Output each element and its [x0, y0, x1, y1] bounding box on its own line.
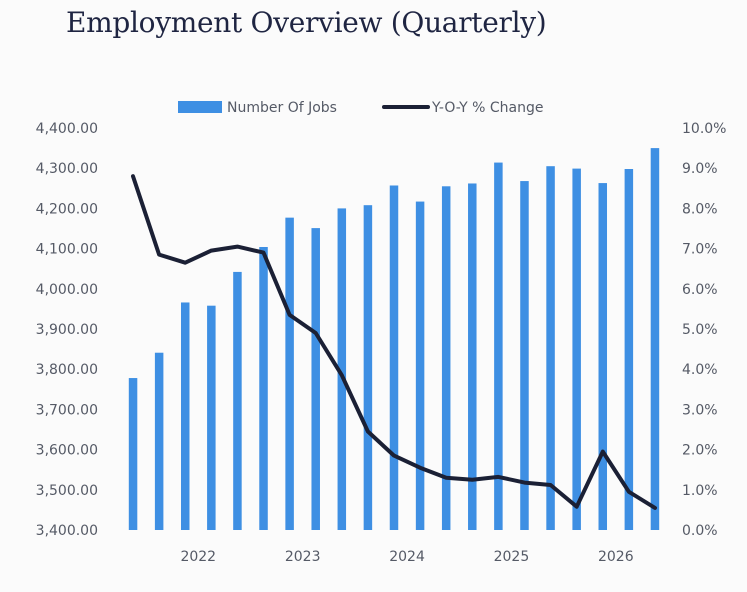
left-axis-tick-label: 3,800.00: [36, 362, 98, 378]
left-axis: 3,400.00 3,500.00 3,600.00 3,700.00 3,800.00…: [36, 121, 98, 539]
x-axis-tick-label: 2024: [389, 549, 425, 565]
line-series-yoy-change: [131, 174, 657, 510]
left-axis-tick-label: 4,300.00: [36, 161, 98, 177]
x-axis-tick-label: 2025: [494, 549, 530, 565]
x-axis-tick-label: 2023: [285, 549, 321, 565]
left-axis-tick-label: 4,100.00: [36, 242, 98, 258]
left-axis-tick-label: 4,400.00: [36, 121, 98, 137]
legend-label-yoy-change: Y-O-Y % Change: [431, 100, 544, 116]
right-axis-tick-label: 3.0%: [682, 402, 718, 418]
left-axis-tick-label: 3,600.00: [36, 443, 98, 459]
x-axis-tick-label: 2022: [180, 549, 216, 565]
bar-jobs: [494, 162, 503, 530]
bar-jobs: [415, 201, 425, 531]
bar-jobs: [259, 246, 268, 530]
right-axis-tick-label: 0.0%: [682, 523, 718, 539]
right-axis-tick-label: 4.0%: [682, 362, 718, 378]
right-axis-tick-label: 6.0%: [682, 282, 718, 298]
x-axis: 2022 2023 2024 2025 2026: [180, 549, 633, 565]
bar-jobs: [363, 205, 373, 530]
bar-jobs: [520, 181, 529, 530]
bar-jobs: [337, 208, 347, 530]
right-axis-tick-label: 8.0%: [682, 201, 718, 217]
right-axis-tick-label: 2.0%: [682, 443, 718, 459]
bar-jobs: [650, 148, 660, 530]
right-axis-tick-label: 5.0%: [682, 322, 718, 338]
bar-jobs: [546, 166, 555, 530]
right-axis: 0.0% 1.0% 2.0% 3.0% 4.0% 5.0% 6.0% 7.0% 8.0% 9.0%…: [682, 121, 726, 539]
left-axis-tick-label: 4,200.00: [36, 201, 98, 217]
legend-swatch-bars: [178, 101, 222, 113]
bar-jobs: [128, 378, 138, 530]
x-axis-tick-label: 2026: [598, 549, 634, 565]
bar-jobs: [154, 352, 164, 530]
right-axis-tick-label: 9.0%: [682, 161, 718, 177]
bar-jobs: [285, 217, 294, 530]
bar-jobs: [311, 228, 320, 530]
left-axis-tick-label: 4,000.00: [36, 282, 98, 298]
bar-jobs: [468, 183, 477, 530]
right-axis-tick-label: 1.0%: [682, 483, 718, 499]
bar-jobs: [207, 305, 216, 530]
bar-jobs: [441, 186, 451, 531]
bar-jobs: [624, 169, 634, 530]
bar-jobs: [389, 185, 399, 530]
bar-jobs: [598, 183, 608, 530]
bar-jobs: [233, 271, 242, 530]
legend-label-number-of-jobs: Number Of Jobs: [227, 100, 337, 116]
bar-jobs: [180, 302, 190, 530]
right-axis-tick-label: 10.0%: [682, 121, 726, 137]
left-axis-tick-label: 3,500.00: [36, 483, 98, 499]
bar-series-number-of-jobs: [128, 148, 660, 531]
chart-title: Employment Overview (Quarterly): [66, 6, 547, 39]
left-axis-tick-label: 3,900.00: [36, 322, 98, 338]
left-axis-tick-label: 3,700.00: [36, 402, 98, 418]
yoy-change-line: [131, 174, 657, 510]
right-axis-tick-label: 7.0%: [682, 242, 718, 258]
left-axis-tick-label: 3,400.00: [36, 523, 98, 539]
legend: Number Of Jobs Y-O-Y % Change: [178, 100, 544, 116]
bar-jobs: [572, 168, 581, 531]
